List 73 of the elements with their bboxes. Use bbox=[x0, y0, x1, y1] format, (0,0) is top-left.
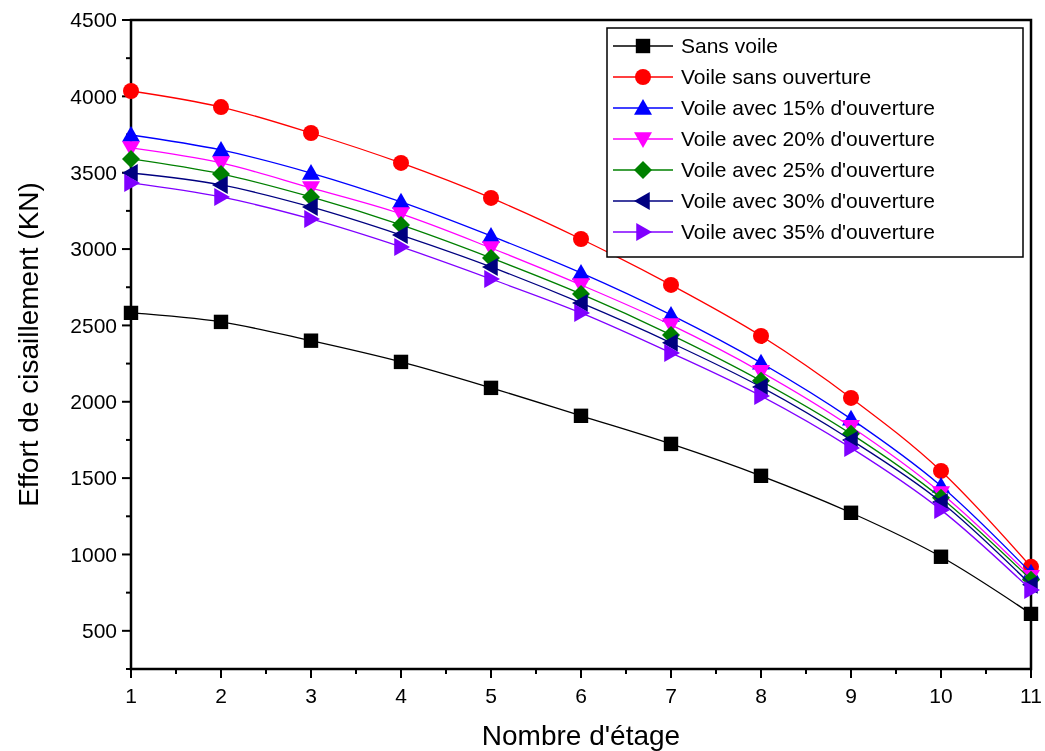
point bbox=[754, 386, 770, 405]
y-tick-label: 500 bbox=[81, 619, 117, 643]
point bbox=[753, 468, 769, 484]
y-tick-label: 2000 bbox=[70, 390, 117, 414]
point bbox=[123, 83, 139, 100]
point bbox=[302, 197, 318, 216]
y-tick-label: 4000 bbox=[70, 84, 117, 108]
point bbox=[483, 189, 499, 206]
y-tick-label: 3000 bbox=[70, 237, 117, 261]
point bbox=[393, 354, 409, 370]
legend-label: Voile avec 15% d'ouverture bbox=[681, 96, 935, 120]
legend-label: Voile sans ouverture bbox=[681, 65, 872, 89]
point bbox=[483, 380, 499, 396]
x-tick-label: 5 bbox=[485, 684, 497, 707]
point bbox=[574, 303, 590, 322]
point bbox=[843, 389, 859, 406]
point bbox=[844, 438, 860, 457]
point bbox=[213, 99, 229, 116]
point bbox=[933, 549, 949, 564]
point bbox=[302, 164, 320, 180]
x-axis-title: Nombre d'étage bbox=[481, 720, 681, 751]
point bbox=[663, 436, 679, 452]
point bbox=[394, 237, 410, 256]
point bbox=[933, 462, 949, 479]
x-tick-label: 1 bbox=[125, 684, 137, 707]
x-tick-label: 6 bbox=[575, 684, 587, 707]
legend-label: Sans voile bbox=[681, 34, 778, 58]
point bbox=[663, 276, 679, 293]
legend-label: Voile avec 30% d'ouverture bbox=[681, 189, 935, 213]
y-axis-title: Effort de cisaillement (KN) bbox=[13, 182, 44, 507]
point bbox=[664, 343, 680, 362]
legend-label: Voile avec 20% d'ouverture bbox=[681, 127, 935, 151]
point bbox=[213, 314, 229, 330]
point bbox=[304, 209, 320, 228]
point bbox=[124, 173, 140, 192]
x-tick-label: 9 bbox=[845, 684, 857, 707]
point bbox=[212, 175, 228, 194]
point bbox=[214, 187, 230, 206]
x-tick-label: 7 bbox=[665, 684, 677, 707]
point bbox=[303, 125, 319, 141]
legend-label: Voile avec 25% d'ouverture bbox=[681, 158, 935, 182]
point bbox=[393, 154, 409, 171]
point bbox=[212, 164, 230, 183]
legend-label: Voile avec 35% d'ouverture bbox=[681, 220, 935, 244]
point bbox=[753, 327, 769, 344]
point bbox=[572, 293, 588, 312]
point bbox=[1024, 580, 1040, 599]
point bbox=[123, 305, 139, 321]
point bbox=[934, 500, 950, 519]
point bbox=[1023, 606, 1039, 622]
x-tick-label: 8 bbox=[755, 684, 767, 707]
y-tick-label: 1000 bbox=[70, 542, 117, 566]
x-tick-label: 3 bbox=[305, 684, 317, 707]
point bbox=[122, 164, 138, 183]
point bbox=[484, 269, 500, 288]
point bbox=[662, 333, 678, 352]
x-tick-label: 10 bbox=[929, 684, 953, 707]
x-tick-label: 4 bbox=[395, 684, 408, 707]
point bbox=[122, 149, 140, 168]
point bbox=[212, 140, 230, 157]
point bbox=[122, 125, 140, 142]
y-tick-label: 3500 bbox=[70, 161, 117, 185]
x-tick-label: 2 bbox=[215, 684, 227, 707]
y-tick-label: 4500 bbox=[70, 8, 117, 32]
x-tick-label: 11 bbox=[1020, 684, 1042, 707]
point bbox=[573, 230, 589, 247]
y-tick-label: 2500 bbox=[70, 313, 117, 337]
point bbox=[392, 226, 408, 245]
point bbox=[843, 505, 859, 520]
y-tick-label: 1500 bbox=[70, 466, 117, 490]
point bbox=[303, 333, 319, 348]
point bbox=[482, 257, 498, 276]
point bbox=[573, 408, 589, 424]
